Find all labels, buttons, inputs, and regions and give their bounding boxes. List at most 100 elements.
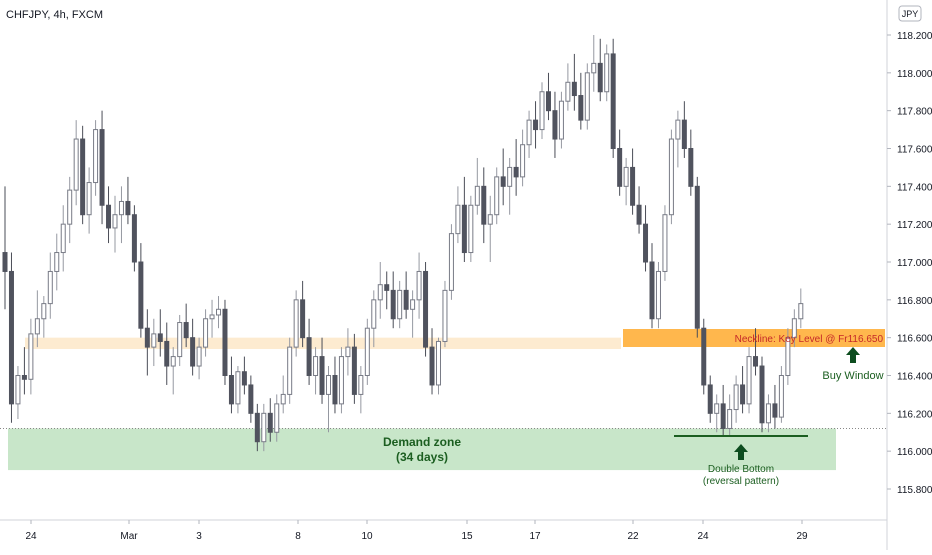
candle-body: [662, 214, 668, 272]
candle-body: [545, 91, 551, 112]
candle-body: [138, 261, 144, 329]
candle-body: [86, 182, 92, 216]
candle-body: [507, 166, 513, 187]
candle-body: [410, 299, 416, 310]
candle: [313, 347, 319, 395]
candle-body: [60, 223, 66, 254]
candle-body: [397, 289, 403, 320]
candle: [791, 309, 797, 348]
price-tick-label: 118.000: [897, 69, 932, 80]
candle-body: [209, 314, 215, 320]
candle-body: [235, 371, 241, 405]
candle-body: [34, 318, 40, 335]
candle-body: [319, 356, 325, 395]
candle: [423, 262, 429, 357]
candle: [610, 38, 616, 158]
candle: [371, 290, 377, 348]
candle-body: [241, 371, 247, 386]
candle-body: [293, 299, 299, 348]
candle-body: [707, 384, 713, 414]
candle: [759, 356, 765, 433]
candle-body: [733, 384, 739, 411]
candle: [539, 82, 545, 140]
price-tick-label: 117.200: [897, 220, 932, 231]
candle: [364, 318, 370, 385]
price-tick-label: 115.800: [897, 485, 932, 496]
candle: [720, 384, 726, 437]
candle-body: [423, 270, 429, 348]
candle: [636, 186, 642, 234]
candle: [67, 176, 73, 244]
currency-badge[interactable]: JPY: [898, 5, 922, 22]
candle: [448, 224, 454, 300]
candle-body: [261, 412, 267, 443]
candle: [157, 309, 163, 357]
candle-body: [118, 200, 124, 216]
time-tick-label: 15: [461, 531, 473, 542]
candle-body: [461, 204, 467, 254]
candle: [591, 35, 597, 92]
candle: [216, 296, 222, 329]
neckline-zone: [623, 329, 885, 347]
candle: [798, 288, 804, 329]
candle: [293, 290, 299, 357]
candle: [125, 176, 131, 225]
time-axis[interactable]: 24 Mar 3 8 10 15 17 22 24 29: [25, 520, 808, 542]
candle-body: [753, 356, 759, 367]
candle-body: [487, 214, 493, 225]
candle: [681, 101, 687, 158]
candle-body: [28, 333, 34, 380]
overlay-layer: Demand zone(34 days) Neckline: Key Level …: [383, 334, 884, 487]
price-axis[interactable]: 118.200 118.000 117.800 117.600 117.400 117.2…: [887, 31, 932, 496]
candle: [390, 271, 396, 329]
candle: [507, 157, 513, 215]
candle-body: [474, 185, 480, 206]
candle-body: [384, 284, 390, 291]
candle-body: [157, 333, 163, 342]
candle-body: [655, 270, 661, 320]
candle-body: [681, 119, 687, 149]
candle: [274, 394, 280, 442]
candle: [455, 186, 461, 244]
candle-body: [131, 214, 137, 263]
candle-body: [435, 340, 441, 386]
candle-body: [248, 384, 254, 414]
candle-body: [306, 337, 312, 376]
candle: [15, 366, 21, 420]
candle: [403, 271, 409, 319]
candle: [203, 309, 209, 357]
candle: [106, 186, 112, 244]
candle: [746, 347, 752, 414]
price-tick-label: 118.200: [897, 31, 932, 42]
candle: [60, 205, 66, 272]
candle-body: [280, 393, 286, 405]
candle-body: [565, 81, 571, 102]
demand-zone-label: Demand zone: [383, 435, 461, 449]
candle: [410, 290, 416, 338]
candle-body: [267, 412, 273, 433]
candle-body: [403, 289, 409, 310]
candle-body: [151, 333, 157, 348]
candle-body: [746, 356, 752, 405]
candle-body: [364, 327, 370, 377]
candle: [241, 356, 247, 395]
candle: [86, 167, 92, 234]
candle-body: [106, 204, 112, 229]
candle-body: [772, 403, 778, 418]
candle: [254, 403, 260, 452]
candle: [727, 394, 733, 437]
time-tick-label: Mar: [120, 531, 138, 542]
candle-body: [47, 270, 53, 305]
candle: [319, 337, 325, 404]
candle-body: [727, 409, 733, 429]
candle-body: [539, 91, 545, 131]
candle: [778, 366, 784, 423]
candle-body: [636, 204, 642, 225]
candle: [47, 252, 53, 319]
candle: [500, 148, 506, 206]
candle: [487, 195, 493, 262]
currency-badge-label: JPY: [902, 9, 919, 19]
candle: [461, 176, 467, 262]
candle-body: [513, 166, 519, 178]
